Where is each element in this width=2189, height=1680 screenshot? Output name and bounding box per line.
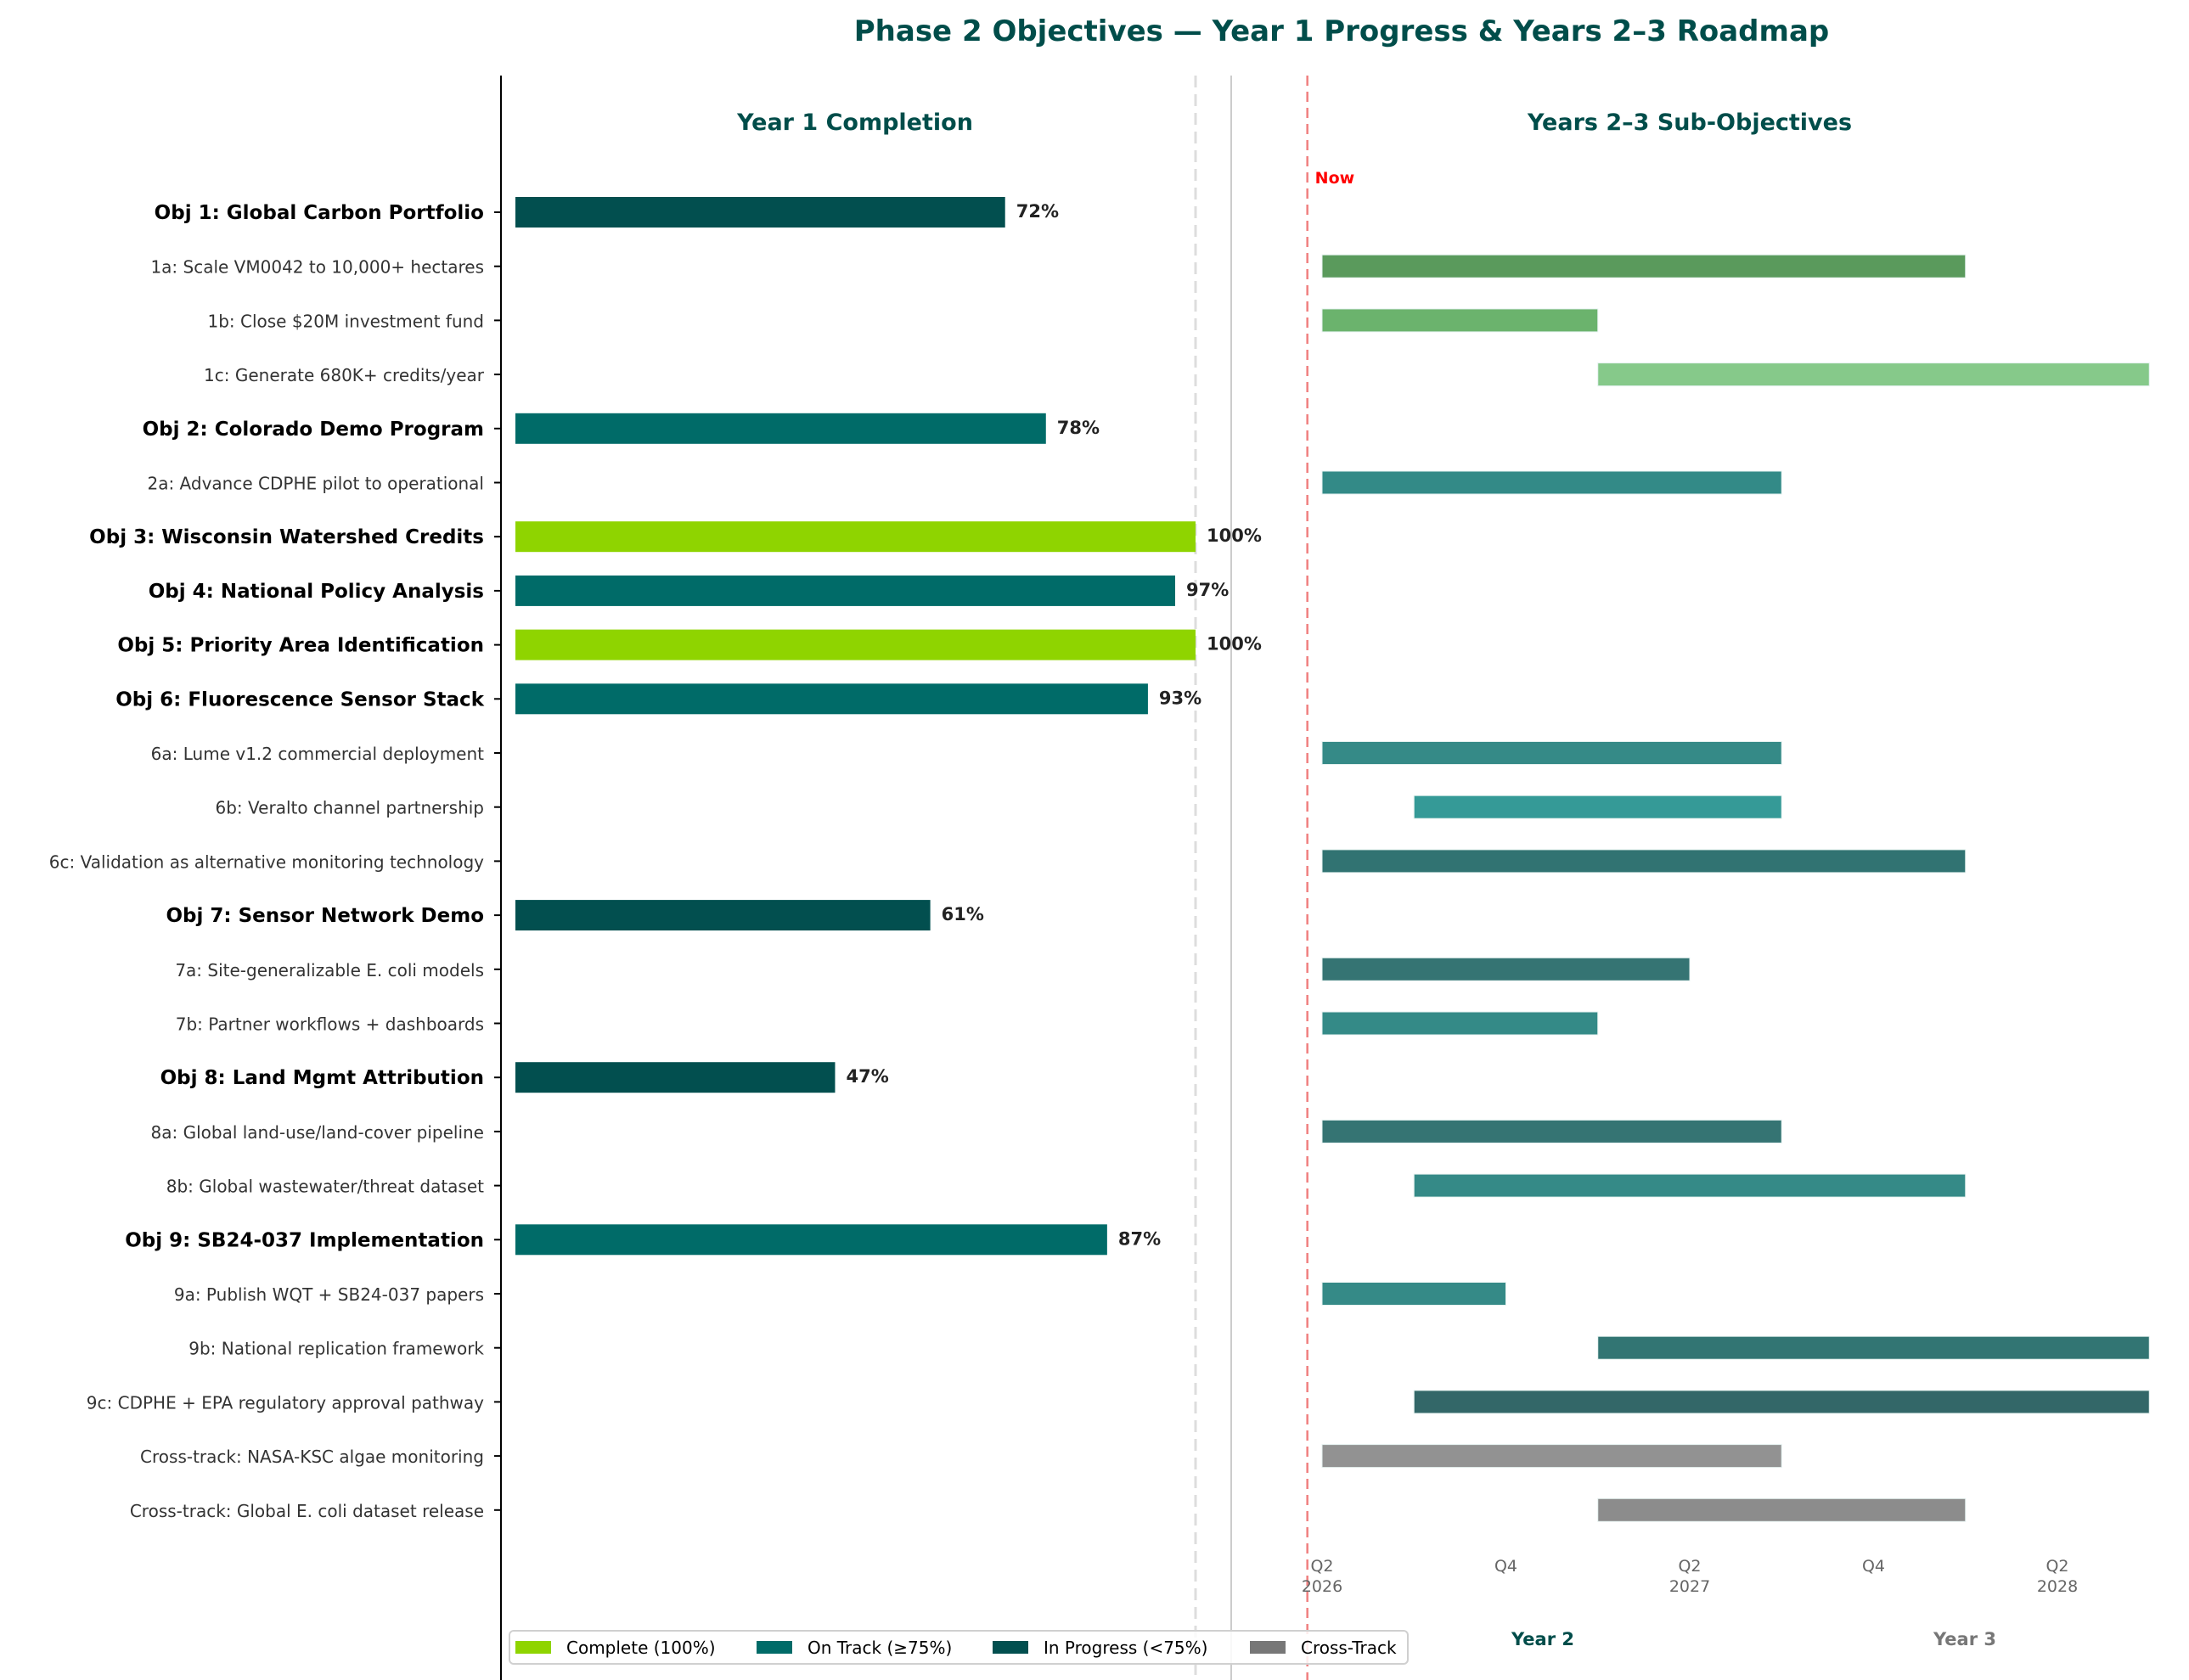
completion-value-label: 47% (846, 1066, 888, 1087)
completion-value-label: 72% (1016, 201, 1059, 222)
objective-label: Obj 5: Priority Area Identification (117, 635, 484, 657)
completion-value-label: 87% (1118, 1228, 1161, 1249)
completion-bar (515, 629, 1196, 660)
gantt-bar (1321, 1282, 1506, 1306)
gantt-bar (1413, 795, 1782, 819)
gantt-bar (1321, 849, 1967, 874)
x-tick-label: Q2 (1310, 1557, 1333, 1576)
completion-bar (515, 521, 1196, 553)
x-tick-year-label: 2027 (1669, 1577, 1710, 1596)
sub-objective-label: 7a: Site-generalizable E. coli models (175, 960, 484, 980)
sub-objective-label: 7b: Partner workflows + dashboards (176, 1014, 484, 1035)
objective-label: Obj 3: Wisconsin Watershed Credits (89, 526, 484, 548)
completion-value-label: 78% (1057, 418, 1100, 438)
x-tick-label: Q4 (1862, 1557, 1885, 1576)
gantt-bar (1321, 308, 1599, 333)
x-tick-label: Q2 (2046, 1557, 2068, 1576)
completion-bar (515, 1062, 836, 1093)
sub-objective-label: 9c: CDPHE + EPA regulatory approval path… (87, 1392, 484, 1413)
objective-label: Obj 7: Sensor Network Demo (166, 905, 485, 927)
completion-bar (515, 683, 1148, 715)
x-tick-label: Q4 (1494, 1557, 1517, 1576)
completion-bar (515, 413, 1046, 444)
now-label: Now (1315, 169, 1355, 188)
chart-title: Phase 2 Objectives — Year 1 Progress & Y… (854, 14, 1829, 48)
sub-objective-label: 1a: Scale VM0042 to 10,000+ hectares (150, 257, 484, 278)
completion-value-label: 93% (1159, 688, 1201, 708)
gantt-bar (1597, 362, 2150, 387)
sub-objective-label: 9b: National replication framework (189, 1339, 484, 1359)
sub-objective-label: 6c: Validation as alternative monitoring… (49, 851, 484, 872)
gantt-bar (1413, 1390, 2150, 1414)
objective-label: Obj 4: National Policy Analysis (149, 581, 484, 603)
completion-bar (515, 1224, 1107, 1256)
gantt-bar (1321, 1444, 1782, 1469)
legend-box (509, 1630, 1409, 1665)
gantt-bar (1321, 741, 1782, 765)
legend-item-label: On Track (≥75%) (808, 1638, 952, 1658)
legend: Complete (100%) On Track (≥75%) In Progres… (509, 1630, 1409, 1665)
objective-label: Obj 9: SB24-037 Implementation (125, 1229, 484, 1251)
completion-bar (515, 575, 1175, 606)
legend-swatch (515, 1641, 551, 1654)
legend-swatch (757, 1641, 792, 1654)
legend-item-label: Complete (100%) (566, 1638, 716, 1658)
sub-objective-label: 8a: Global land-use/land-cover pipeline (151, 1122, 484, 1143)
sub-objective-label: 2a: Advance CDPHE pilot to operational (147, 474, 484, 494)
sub-objective-label: 1c: Generate 680K+ credits/year (204, 365, 485, 385)
gantt-bar (1413, 1173, 1967, 1198)
completion-value-label: 61% (942, 904, 984, 924)
gantt-bar (1321, 957, 1691, 981)
year-label: Year 3 (1933, 1629, 1996, 1649)
objective-label: Obj 8: Land Mgmt Attribution (160, 1067, 484, 1089)
gantt-bar (1597, 1497, 1967, 1522)
legend-swatch (1250, 1641, 1286, 1654)
gantt-bar (1321, 1011, 1599, 1036)
completion-bar (515, 900, 931, 931)
objective-label: Obj 1: Global Carbon Portfolio (155, 202, 484, 224)
gantt-bar (1321, 470, 1782, 495)
x-tick-year-label: 2028 (2037, 1577, 2078, 1596)
gantt-bar (1321, 254, 1967, 278)
completion-value-label: 100% (1207, 525, 1262, 546)
sub-objective-label: 9a: Publish WQT + SB24-037 papers (174, 1284, 484, 1305)
sub-objective-label: 1b: Close $20M investment fund (207, 311, 484, 331)
sub-objective-label: 6a: Lume v1.2 commercial deployment (151, 744, 484, 764)
year-label: Year 2 (1511, 1629, 1574, 1649)
sub-objective-label: Cross-track: NASA-KSC algae monitoring (140, 1447, 484, 1467)
legend-item-label: Cross-Track (1301, 1638, 1397, 1658)
objective-label: Obj 2: Colorado Demo Program (143, 419, 484, 441)
sub-objective-label: 6b: Veralto channel partnership (216, 798, 484, 818)
left-panel-title: Year 1 Completion (736, 110, 973, 136)
completion-bar (515, 197, 1005, 228)
legend-item-label: In Progress (<75%) (1044, 1638, 1207, 1658)
x-tick-year-label: 2026 (1302, 1577, 1342, 1596)
completion-value-label: 97% (1186, 580, 1229, 600)
gantt-bar (1321, 1119, 1782, 1143)
sub-objective-label: Cross-track: Global E. coli dataset rele… (130, 1501, 484, 1521)
sub-objective-label: 8b: Global wastewater/threat dataset (166, 1177, 484, 1197)
right-panel-title: Years 2–3 Sub-Objectives (1527, 110, 1852, 136)
completion-value-label: 100% (1207, 634, 1262, 655)
gantt-bar (1597, 1335, 2150, 1360)
legend-swatch (993, 1641, 1028, 1654)
x-tick-label: Q2 (1678, 1557, 1701, 1576)
objective-label: Obj 6: Fluorescence Sensor Stack (115, 688, 484, 711)
